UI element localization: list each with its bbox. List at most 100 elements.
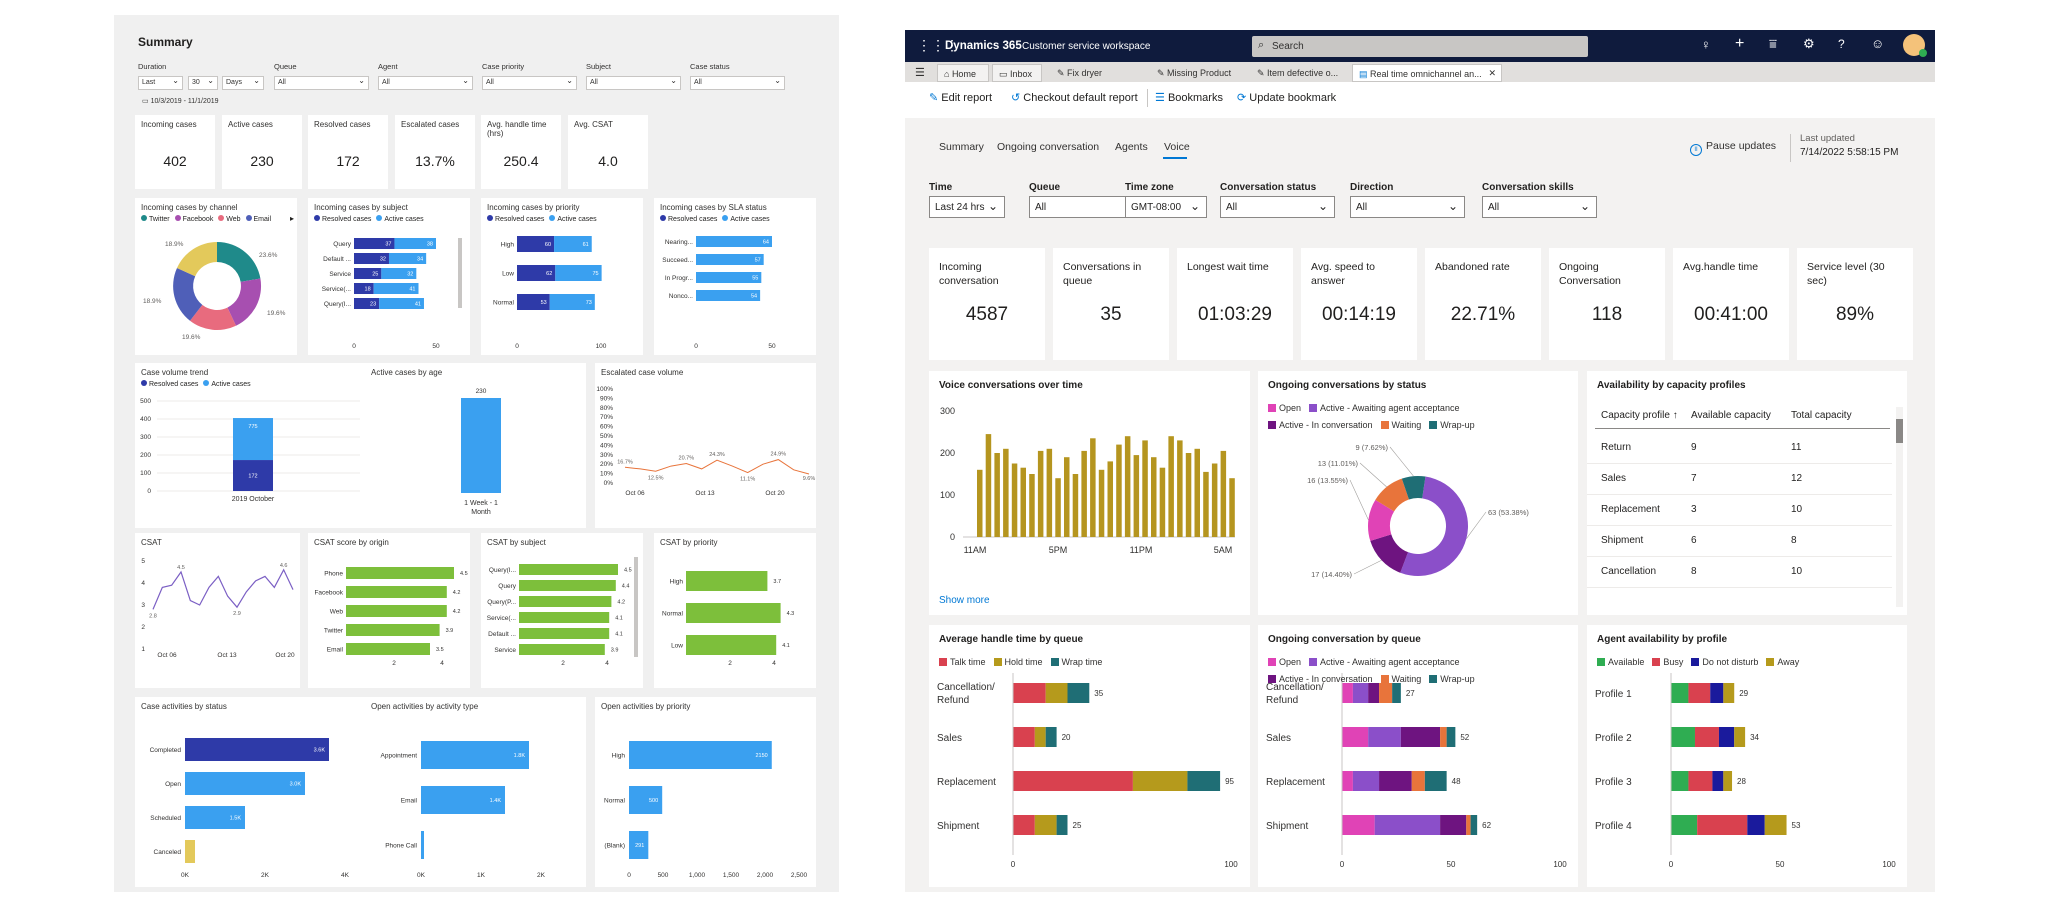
subject-dropdown[interactable]: All xyxy=(586,76,681,90)
add-icon[interactable]: + xyxy=(1735,35,1745,52)
filter-icon[interactable]: ⩸ xyxy=(1769,36,1777,51)
table-row[interactable]: Return 9 11 xyxy=(1587,433,1892,464)
report-tab-summary[interactable]: Summary xyxy=(939,141,984,153)
scrollbar[interactable] xyxy=(634,557,638,657)
update-bookmark-button[interactable]: ⟳ Update bookmark xyxy=(1237,92,1337,104)
edit-report-button[interactable]: ✎ Edit report xyxy=(929,92,993,104)
bar-segment xyxy=(1671,771,1689,791)
duration-number-input[interactable]: 30 xyxy=(188,76,218,90)
chevron-right-icon[interactable]: ▸ xyxy=(290,214,295,223)
kpi-card-3[interactable]: Avg. speed to answer 00:14:19 xyxy=(1301,248,1417,360)
kpi-card-5[interactable]: Avg. CSAT 4.0 xyxy=(568,115,648,189)
bars-activities-type: Appointment 1.8K Email 1.4K Phone Call 0K 1K 2K xyxy=(381,741,546,879)
tab-fix-dryer[interactable]: ✎ Fix dryer xyxy=(1057,68,1103,78)
column-header[interactable]: Total capacity xyxy=(1791,410,1852,421)
bars-ongoing-queue: Cancellation/Refund 27 Sales 52 Replacement 4… xyxy=(1266,673,1567,869)
kpi-card-4[interactable]: Abandoned rate 22.71% xyxy=(1425,248,1541,360)
bar-segment xyxy=(1187,771,1221,791)
summary-report-panel: Summary Duration Last 30 Days Queue All … xyxy=(114,15,839,892)
chart-activities-type[interactable]: Open activities by activity type Appoint… xyxy=(365,697,586,887)
duration-last-dropdown[interactable]: Last xyxy=(138,76,183,90)
bar xyxy=(421,831,424,859)
availability-table-card[interactable]: Availability by capacity profiles Capaci… xyxy=(1587,371,1907,615)
chart-csat-subject[interactable]: CSAT by subject Query(I... 4.5 Query 4.4 Que… xyxy=(481,533,643,688)
kpi-card-2[interactable]: Longest wait time 01:03:29 xyxy=(1177,248,1293,360)
chart-active-by-age[interactable]: Active cases by age 230 1 Week - 1 Month xyxy=(365,363,586,528)
tab-home[interactable]: ⌂ Home xyxy=(937,64,989,82)
chart-by-channel[interactable]: Incoming cases by channel Twitter Facebo… xyxy=(135,198,297,355)
table-row[interactable]: Replacement 3 10 xyxy=(1587,495,1892,526)
kpi-card-6[interactable]: Avg.handle time 00:41:00 xyxy=(1673,248,1789,360)
column-header[interactable]: Available capacity xyxy=(1691,410,1771,421)
agent-dropdown[interactable]: All xyxy=(378,76,473,90)
smiley-icon[interactable]: ☺ xyxy=(1871,36,1885,51)
kpi-card-2[interactable]: Resolved cases 172 xyxy=(308,115,388,189)
bookmarks-button[interactable]: ☰ Bookmarks xyxy=(1155,92,1223,104)
category-label: Normal xyxy=(493,300,515,307)
kpi-card-7[interactable]: Service level (30 sec) 89% xyxy=(1797,248,1913,360)
filter-dropdown-0[interactable]: Last 24 hrs xyxy=(929,196,1005,218)
chart-case-volume[interactable]: Case volume trend Resolved cases Active … xyxy=(135,363,370,528)
chart-by-priority[interactable]: Incoming cases by priority Resolved case… xyxy=(481,198,643,355)
kpi-card-5[interactable]: Ongoing Conversation 118 xyxy=(1549,248,1665,360)
bar-label: 64 xyxy=(763,240,769,246)
checkout-default-button[interactable]: ↺ Checkout default report xyxy=(1011,92,1138,104)
chart-voice-conversations[interactable]: Voice conversations over time 300 200 100 0… xyxy=(929,371,1250,615)
column-header[interactable]: Capacity profile ↑ xyxy=(1601,410,1678,421)
filter-dropdown-5[interactable]: All xyxy=(1482,196,1597,218)
gear-icon[interactable]: ⚙ xyxy=(1803,36,1815,51)
chart-ongoing-by-queue[interactable]: Ongoing conversation by queue Cancellati… xyxy=(1258,625,1578,887)
table-row[interactable]: Shipment 6 8 xyxy=(1587,526,1892,557)
report-tab-agents[interactable]: Agents xyxy=(1115,141,1148,153)
chart-by-subject[interactable]: Incoming cases by subject Resolved cases… xyxy=(308,198,470,355)
chart-csat[interactable]: CSAT 5 4 3 2 1 2.8 4.5 2.9 4.6 Oct 06 Oct 13 Oct 20 xyxy=(135,533,300,688)
filter-dropdown-2[interactable]: GMT-08:00 xyxy=(1125,196,1207,218)
summary-title: Summary xyxy=(138,35,193,49)
app-launcher-icon[interactable]: ⋮⋮⋮ xyxy=(917,37,959,53)
bar-segment xyxy=(1034,815,1057,835)
tab-inbox[interactable]: ▭ Inbox xyxy=(992,64,1042,82)
chart-agent-availability[interactable]: Agent availability by profile Profile 1 2… xyxy=(1587,625,1907,887)
hamburger-icon[interactable]: ☰ xyxy=(915,67,925,79)
kpi-card-1[interactable]: Conversations in queue 35 xyxy=(1053,248,1169,360)
avatar[interactable] xyxy=(1903,34,1927,57)
bar xyxy=(549,294,595,310)
filter-dropdown-3[interactable]: All xyxy=(1220,196,1335,218)
tab-realtime-report[interactable]: ▤ Real time omnichannel an... ✕ xyxy=(1352,64,1502,82)
filter-dropdown-4[interactable]: All xyxy=(1350,196,1465,218)
chart-activities-status[interactable]: Case activities by status Completed 3.6K O… xyxy=(135,697,370,887)
duration-unit-dropdown[interactable]: Days xyxy=(222,76,264,90)
tick-label: 4 xyxy=(440,660,444,667)
kpi-card-0[interactable]: Incoming conversation 4587 xyxy=(929,248,1045,360)
search-box[interactable]: ⌕ Search xyxy=(1252,36,1588,57)
chart-csat-priority[interactable]: CSAT by priority High 3.7 Normal 4.3 Low 4.1 2… xyxy=(654,533,816,688)
table-scrollbar[interactable] xyxy=(1896,407,1903,607)
y-tick: 200 xyxy=(140,452,151,459)
pause-updates-button[interactable]: II Pause updates xyxy=(1690,140,1776,156)
case-status-dropdown[interactable]: All xyxy=(690,76,785,90)
bar-label: 61 xyxy=(583,242,589,248)
lightbulb-icon[interactable]: ♀ xyxy=(1701,37,1711,52)
table-row[interactable]: Sales 7 12 xyxy=(1587,464,1892,495)
kpi-card-0[interactable]: Incoming cases 402 xyxy=(135,115,215,189)
chart-status-donut[interactable]: Ongoing conversations by status 16 (13.5… xyxy=(1258,371,1578,615)
queue-dropdown[interactable]: All xyxy=(274,76,369,90)
chart-aht-by-queue[interactable]: Average handle time by queue Cancellatio… xyxy=(929,625,1250,887)
show-more-link[interactable]: Show more xyxy=(939,595,990,606)
priority-dropdown[interactable]: All xyxy=(482,76,577,90)
chart-csat-origin[interactable]: CSAT score by origin Phone 4.5 Facebook 4.2… xyxy=(308,533,470,688)
kpi-card-3[interactable]: Escalated cases 13.7% xyxy=(395,115,475,189)
category-label: Profile 2 xyxy=(1595,733,1632,744)
help-icon[interactable]: ? xyxy=(1838,37,1845,51)
report-tab-ongoing[interactable]: Ongoing conversation xyxy=(997,141,1100,153)
scrollbar[interactable] xyxy=(458,238,462,308)
report-tab-voice[interactable]: Voice xyxy=(1164,141,1190,153)
tab-missing-product[interactable]: ✎ Missing Product xyxy=(1157,68,1232,78)
chart-escalated-volume[interactable]: Escalated case volume 100% 90% 80% 70% 60% 50… xyxy=(595,363,816,528)
tab-item-defective[interactable]: ✎ Item defective o... xyxy=(1257,68,1339,78)
chart-by-sla[interactable]: Incoming cases by SLA status Resolved ca… xyxy=(654,198,816,355)
kpi-card-4[interactable]: Avg. handle time (hrs) 250.4 xyxy=(481,115,561,189)
kpi-card-1[interactable]: Active cases 230 xyxy=(222,115,302,189)
table-row[interactable]: Cancellation 8 10 xyxy=(1587,557,1892,588)
chart-activities-priority[interactable]: Open activities by priority High 2150 Norm… xyxy=(595,697,816,887)
